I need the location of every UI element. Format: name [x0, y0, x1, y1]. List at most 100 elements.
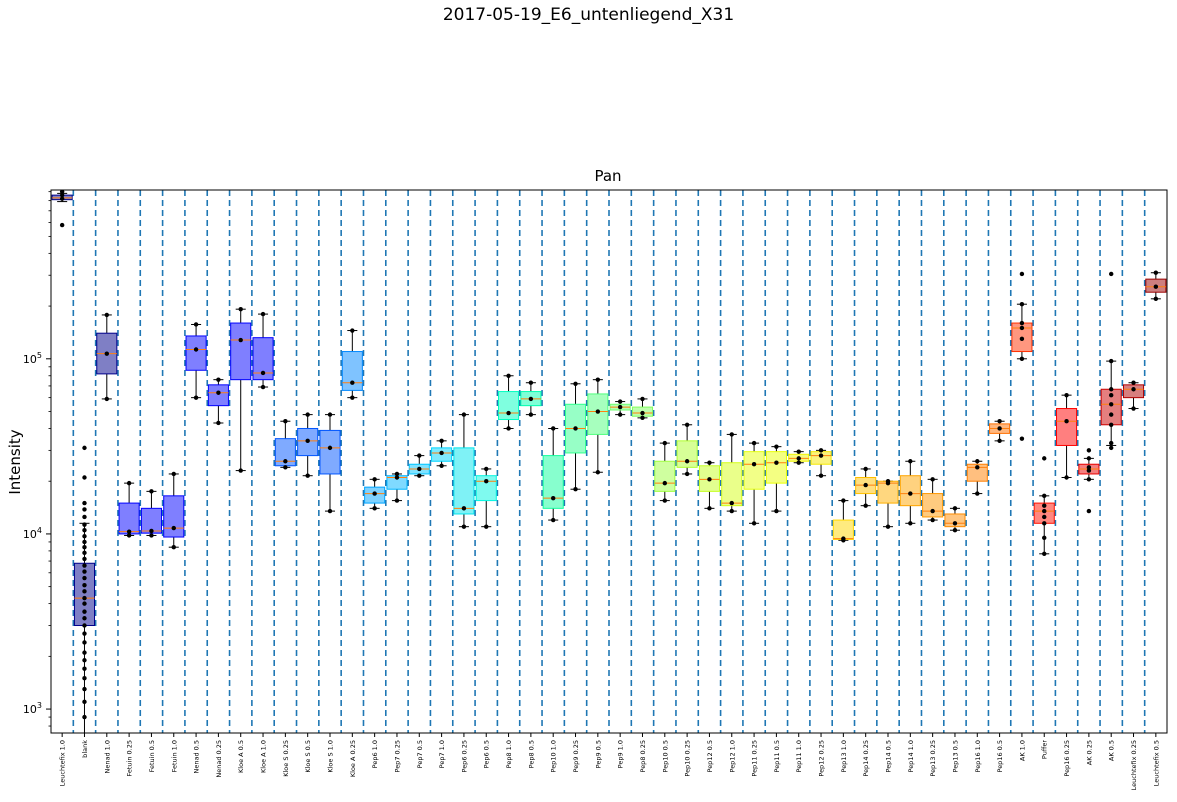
data-point — [1109, 412, 1114, 417]
data-point — [149, 528, 154, 534]
box-group — [676, 422, 698, 477]
data-point — [82, 595, 87, 601]
data-point — [283, 419, 288, 424]
data-point — [82, 640, 87, 645]
data-point — [350, 328, 355, 333]
x-tick-label: Pep12 0.25 — [818, 740, 826, 777]
data-point — [617, 412, 623, 417]
data-point — [82, 589, 87, 594]
data-point — [528, 380, 534, 385]
data-point — [975, 491, 980, 496]
box-rect — [922, 493, 944, 518]
data-point — [82, 500, 87, 506]
box-group — [989, 419, 1011, 444]
data-point — [149, 489, 154, 494]
box-group — [944, 506, 966, 533]
data-point — [305, 473, 310, 478]
data-point — [573, 487, 578, 492]
x-tick-label: Leuchtefix 1.0 — [59, 740, 67, 786]
data-point — [283, 459, 288, 464]
box-group — [631, 396, 654, 421]
box-group — [274, 419, 296, 470]
x-tick-label: Pep9 0.5 — [594, 740, 602, 768]
data-point — [104, 312, 110, 318]
data-point — [1153, 296, 1159, 302]
data-point — [1042, 503, 1047, 508]
data-point — [818, 453, 824, 458]
data-point — [82, 686, 87, 692]
x-tick-label: Pep14 0.25 — [862, 740, 870, 777]
box-group — [587, 377, 609, 475]
box-rect — [163, 495, 185, 538]
data-point — [417, 466, 422, 472]
data-point — [551, 426, 556, 431]
data-point — [82, 544, 87, 550]
data-point — [82, 539, 87, 545]
box-rect — [587, 393, 609, 435]
x-tick-label: Kloe S 0.5 — [304, 740, 312, 773]
data-point — [350, 395, 355, 400]
chart-title: Pan — [594, 167, 621, 185]
data-point — [506, 410, 511, 416]
data-point — [82, 507, 87, 512]
data-point — [640, 415, 645, 421]
box-group — [542, 426, 564, 523]
x-tick-labels: Leuchtefix 1.0 blank Nenad 1.0 Fetuin 0.25 F… — [59, 733, 1160, 790]
data-point — [82, 699, 87, 705]
data-point — [952, 521, 958, 526]
data-point — [617, 399, 623, 404]
x-tick-label: Pep13 0.5 — [951, 740, 959, 773]
data-point — [484, 524, 489, 529]
data-point — [1042, 456, 1047, 461]
box-rect — [252, 337, 274, 381]
data-point — [506, 373, 511, 378]
data-point — [238, 468, 243, 473]
x-tick-label: Pep6 0.5 — [483, 740, 491, 768]
data-point — [707, 477, 712, 482]
data-point — [1042, 551, 1047, 557]
box-group — [498, 373, 520, 431]
data-point — [1109, 422, 1114, 427]
data-point — [1042, 521, 1047, 526]
data-point — [394, 471, 400, 477]
x-tick-label: Pep11 0.5 — [773, 740, 781, 773]
data-point — [1109, 358, 1114, 364]
box-rect — [118, 502, 140, 535]
box-group — [230, 306, 252, 473]
x-tick-label: Pep7 0.25 — [393, 740, 401, 773]
data-point — [573, 381, 578, 386]
data-point — [1109, 387, 1114, 392]
x-tick-label: Pep14 1.0 — [907, 740, 915, 773]
data-point — [305, 412, 310, 417]
x-tick-label: Puffer — [1041, 740, 1049, 759]
data-point — [975, 459, 980, 464]
data-point — [640, 396, 645, 402]
y-tick-label: 104 — [23, 526, 42, 541]
data-point — [729, 432, 734, 437]
data-point — [260, 311, 266, 317]
data-point — [216, 420, 221, 426]
data-point — [684, 422, 690, 427]
data-point — [595, 377, 601, 382]
data-point — [1109, 392, 1114, 398]
data-point — [59, 222, 65, 228]
data-point — [818, 473, 824, 478]
data-point — [1109, 445, 1114, 451]
data-point — [171, 471, 176, 477]
data-point — [350, 380, 355, 385]
data-point — [1086, 468, 1092, 473]
data-point — [751, 462, 757, 467]
data-point — [908, 459, 913, 464]
x-tick-label: Pep10 0.5 — [661, 740, 669, 773]
data-point — [662, 498, 667, 503]
box-rect — [185, 335, 207, 371]
data-point — [59, 192, 65, 198]
data-point — [461, 412, 467, 417]
data-point — [1019, 320, 1025, 326]
data-point — [1064, 419, 1069, 424]
data-point — [1086, 448, 1092, 453]
box-rect — [1056, 408, 1078, 446]
data-point — [1086, 465, 1092, 470]
box-group — [431, 438, 453, 468]
box-group — [743, 440, 765, 526]
